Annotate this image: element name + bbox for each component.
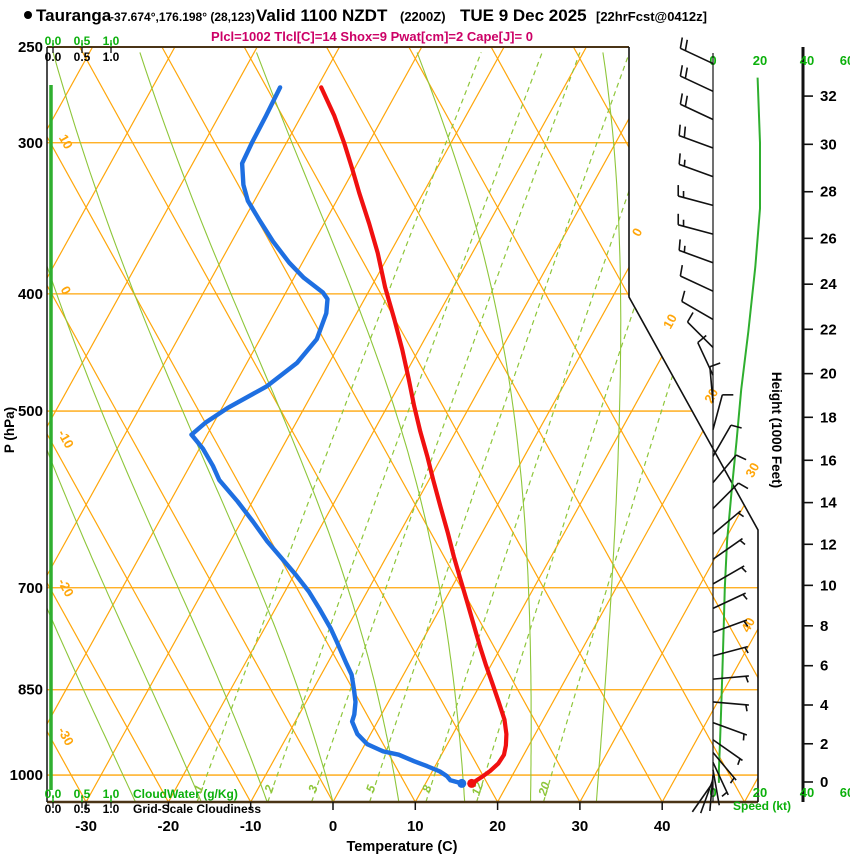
speed-tick-label: 20 xyxy=(753,785,767,800)
speed-tick-label: 40 xyxy=(800,785,814,800)
speed-axis-title: Speed (kt) xyxy=(733,799,791,813)
pressure-tick-label: 400 xyxy=(18,286,43,303)
height-tick-label: 26 xyxy=(820,230,837,247)
station-coords: -37.674°,176.198° (28,123) xyxy=(110,10,255,24)
temperature-trace xyxy=(319,85,509,786)
temperature-tick-label: -10 xyxy=(240,818,262,835)
dewpoint-trace xyxy=(189,85,464,786)
speed-scale: 00202040406060 xyxy=(709,53,850,800)
mixing-ratio-label: 1 xyxy=(191,783,206,794)
isotherm-label: 20 xyxy=(701,386,721,406)
cloud-scale-tick-label: 1.0 xyxy=(103,34,120,48)
mixing-ratio-label: 2 xyxy=(261,783,277,795)
temperature-tick-label: 10 xyxy=(407,818,424,835)
cloud-scale-tick-label: 0.5 xyxy=(74,787,91,801)
isotherm-label: 30 xyxy=(742,460,762,480)
cloud-scale-tick-label: 0.5 xyxy=(74,34,91,48)
height-tick-label: 4 xyxy=(820,697,829,714)
height-tick-label: 10 xyxy=(820,577,837,594)
height-tick-label: 28 xyxy=(820,184,837,201)
speed-tick-label: 40 xyxy=(800,53,814,68)
height-axis-title: Height (1000 Feet) xyxy=(769,372,784,488)
cloudwater-scale-title: CloudWater (g/Kg) xyxy=(133,787,238,801)
dewpoint-surface-dot xyxy=(457,778,467,788)
pressure-tick-label: 700 xyxy=(18,580,43,597)
height-tick-label: 20 xyxy=(820,366,837,383)
height-tick-label: 2 xyxy=(820,736,828,753)
mixing-ratio-label: 3 xyxy=(305,783,320,794)
station-name: Tauranga xyxy=(36,6,112,25)
cloudiness-scale-title: Grid-Scale Cloudiness xyxy=(133,802,261,816)
temperature-tick-label: 30 xyxy=(572,818,589,835)
temperature-axis: -30 -20 -10 0 10 20 30 40 xyxy=(75,802,671,835)
mixing-ratio-label: 8 xyxy=(419,783,434,794)
valid-time: Valid 1100 NZDT xyxy=(256,6,388,25)
temperature-surface-dot xyxy=(467,778,477,788)
temperature-tick-label: -30 xyxy=(75,818,97,835)
valid-time-utc: (2200Z) xyxy=(400,9,446,24)
cloud-scale-tick-label: 0.0 xyxy=(45,34,62,48)
isotherm-label: 0 xyxy=(629,225,646,239)
dry-adiabat-label: -10 xyxy=(55,427,77,451)
pressure-tick-label: 850 xyxy=(18,682,43,699)
dry-adiabat-label: 0 xyxy=(58,283,75,297)
dry-adiabat-label: 10 xyxy=(56,132,76,152)
pressure-tick-label: 1000 xyxy=(10,767,43,784)
height-tick-label: 0 xyxy=(820,774,828,791)
cloud-scales: 0.00.00.00.00.50.50.50.51.01.01.01.0 xyxy=(45,34,120,816)
sounding-traces xyxy=(189,85,509,788)
speed-tick-label: 60 xyxy=(840,785,850,800)
dry-adiabat-label: -20 xyxy=(55,576,77,600)
height-tick-label: 8 xyxy=(820,618,828,635)
height-tick-label: 18 xyxy=(820,409,837,426)
mixing-ratio-label: 5 xyxy=(363,783,378,794)
height-tick-label: 6 xyxy=(820,658,828,675)
forecast-tag: [22hrFcst@0412z] xyxy=(596,9,707,24)
isotherm-label: 10 xyxy=(660,311,680,331)
mixing-ratio-label: 20 xyxy=(535,780,553,798)
plot-borders xyxy=(46,46,759,804)
station-bullet-icon xyxy=(24,11,32,19)
cloud-scale-tick-label: 0.5 xyxy=(74,802,91,816)
temperature-tick-label: -20 xyxy=(158,818,180,835)
height-tick-label: 16 xyxy=(820,452,837,469)
height-tick-label: 14 xyxy=(820,495,837,512)
pressure-axis: 250 300 400 500 700 850 1000 xyxy=(10,39,43,784)
cloud-scale-tick-label: 0.0 xyxy=(45,802,62,816)
pressure-tick-label: 500 xyxy=(18,403,43,420)
isotherm-label: 40 xyxy=(738,615,758,635)
height-tick-label: 30 xyxy=(820,136,837,153)
dry-adiabat-label: -30 xyxy=(55,724,77,748)
temperature-tick-label: 20 xyxy=(489,818,506,835)
speed-tick-label: 60 xyxy=(840,53,850,68)
cloud-scale-tick-label: 1.0 xyxy=(103,802,120,816)
cloud-scale-tick-label: 0.0 xyxy=(45,50,62,64)
height-tick-label: 32 xyxy=(820,88,837,105)
pressure-tick-label: 250 xyxy=(18,39,43,56)
cloud-scale-tick-label: 1.0 xyxy=(103,787,120,801)
cloud-scale-tick-label: 0.5 xyxy=(74,50,91,64)
height-tick-label: 22 xyxy=(820,321,837,338)
pressure-tick-label: 300 xyxy=(18,135,43,152)
valid-date: TUE 9 Dec 2025 xyxy=(460,6,587,25)
temperature-tick-label: 0 xyxy=(329,818,337,835)
height-tick-label: 24 xyxy=(820,276,837,293)
stability-indices: Plcl=1002 Tlcl[C]=14 Shox=9 Pwat[cm]=2 C… xyxy=(211,29,533,44)
wind-barbs xyxy=(677,37,749,814)
axis-titles: Temperature (C) P (hPa) Height (1000 Fee… xyxy=(2,372,791,855)
cloud-scale-tick-label: 1.0 xyxy=(103,50,120,64)
cloud-scale-tick-label: 0.0 xyxy=(45,787,62,801)
x-axis-title: Temperature (C) xyxy=(347,839,458,855)
pressure-axis-title: P (hPa) xyxy=(2,407,17,453)
temperature-tick-label: 40 xyxy=(654,818,671,835)
height-tick-label: 12 xyxy=(820,536,837,553)
speed-tick-label: 20 xyxy=(753,53,767,68)
title-bar: Tauranga -37.674°,176.198° (28,123) Vali… xyxy=(24,6,707,44)
